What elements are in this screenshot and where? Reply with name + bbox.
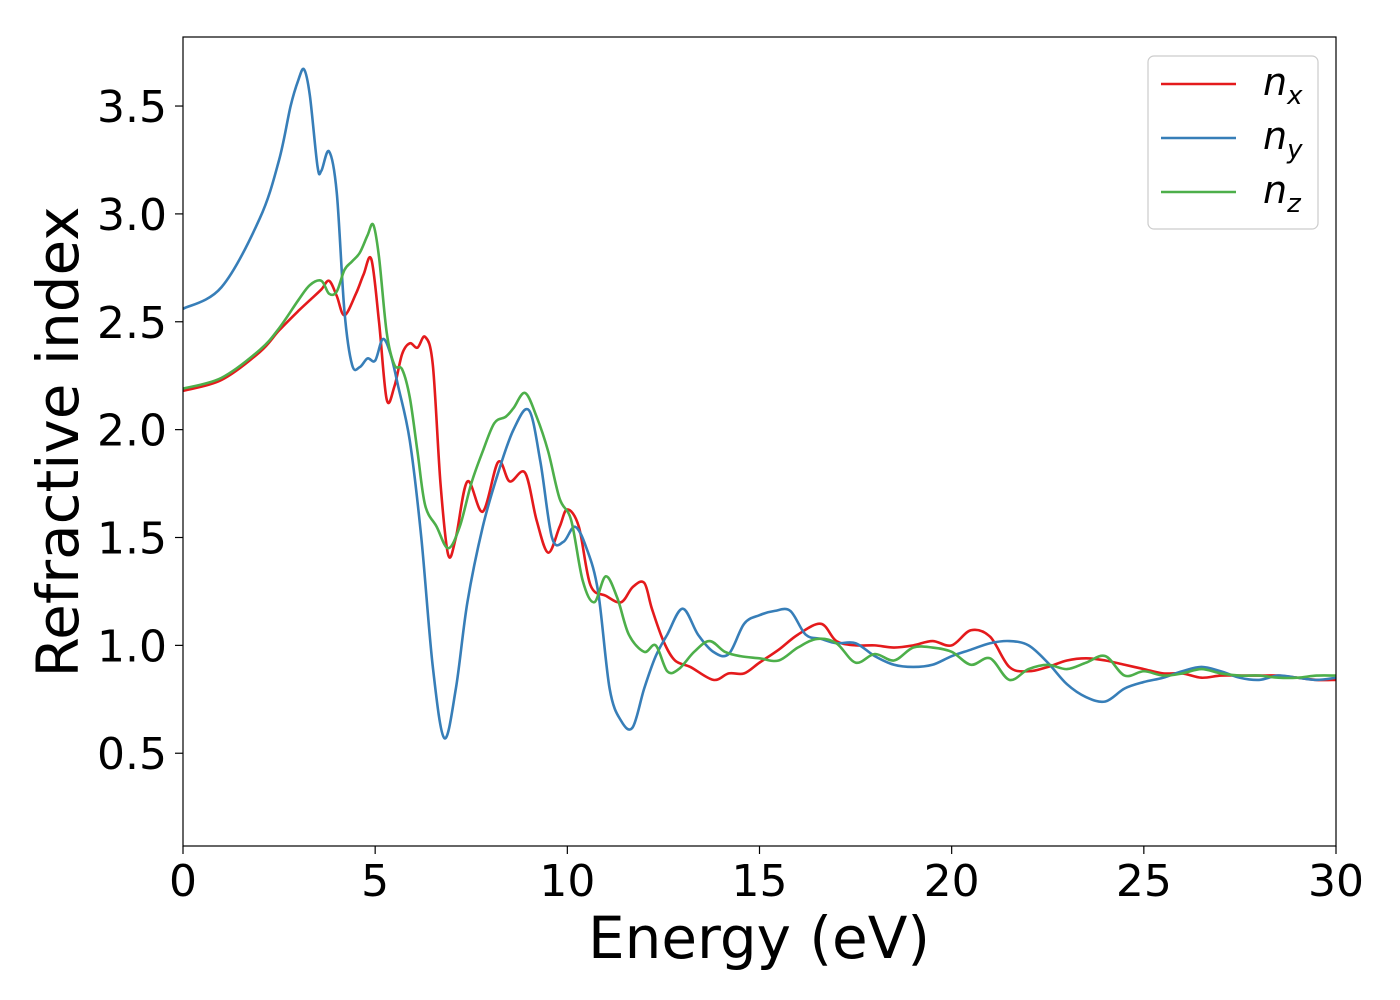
y-tick-label: 0.5 (97, 729, 167, 780)
series-line-z (183, 222, 1336, 682)
y-tick-label: 2.0 (97, 406, 167, 457)
x-tick-label: 5 (361, 856, 389, 907)
legend-label-y: ny (1263, 114, 1303, 165)
legend-label-x: nx (1263, 60, 1303, 111)
legend-box (1147, 55, 1319, 230)
x-tick-label: 15 (732, 856, 788, 907)
series-line-y (183, 67, 1336, 740)
y-axis-title: Refractive index (24, 206, 92, 677)
x-tick-label: 25 (1116, 856, 1172, 907)
ticks-layer: 0 5 10 15 20 25 30 0.5 1.0 1.5 2.0 2.5 3.0 3.5 (97, 82, 1364, 907)
y-tick-label: 1.0 (97, 621, 167, 672)
x-tick-label: 30 (1308, 856, 1364, 907)
series-line-x (183, 256, 1336, 682)
y-tick-label: 1.5 (97, 514, 167, 565)
y-tick-label: 3.0 (97, 190, 167, 241)
y-tick-label: 3.5 (97, 82, 167, 133)
x-tick-label: 0 (169, 856, 197, 907)
legend-label-z: nz (1263, 168, 1302, 219)
x-axis-title: Energy (eV) (588, 904, 930, 972)
x-tick-label: 10 (539, 856, 595, 907)
y-tick-label: 2.5 (97, 298, 167, 349)
series-layer (183, 67, 1336, 740)
x-tick-label: 20 (924, 856, 980, 907)
